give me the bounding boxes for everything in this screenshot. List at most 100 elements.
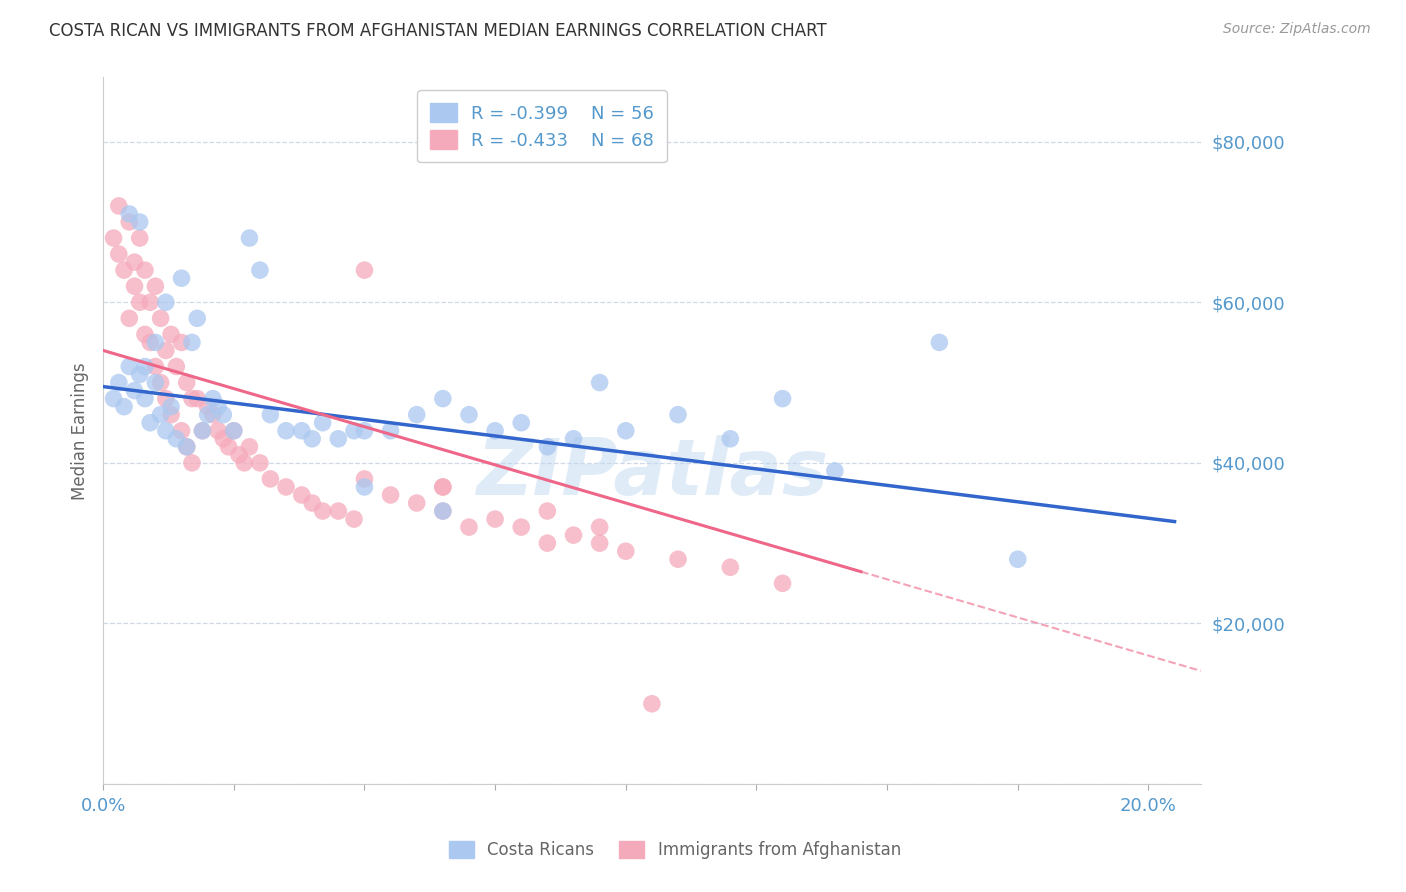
Point — [197, 408, 219, 422]
Point — [249, 456, 271, 470]
Point — [155, 424, 177, 438]
Point — [824, 464, 846, 478]
Point — [112, 400, 135, 414]
Point — [928, 335, 950, 350]
Point — [149, 311, 172, 326]
Point — [149, 376, 172, 390]
Point — [108, 247, 131, 261]
Point — [562, 528, 585, 542]
Point — [155, 343, 177, 358]
Point — [301, 496, 323, 510]
Point — [118, 311, 141, 326]
Point — [343, 424, 366, 438]
Point — [1007, 552, 1029, 566]
Point — [432, 504, 454, 518]
Point — [562, 432, 585, 446]
Point — [458, 520, 481, 534]
Point — [274, 480, 297, 494]
Point — [772, 576, 794, 591]
Point — [108, 376, 131, 390]
Point — [118, 359, 141, 374]
Point — [201, 392, 224, 406]
Point — [291, 488, 314, 502]
Point — [614, 544, 637, 558]
Point — [259, 472, 281, 486]
Point — [666, 408, 689, 422]
Point — [139, 416, 162, 430]
Point — [328, 504, 350, 518]
Point — [170, 424, 193, 438]
Point — [128, 215, 150, 229]
Point — [197, 400, 219, 414]
Point — [536, 440, 558, 454]
Point — [181, 392, 204, 406]
Point — [353, 424, 375, 438]
Point — [432, 480, 454, 494]
Point — [139, 295, 162, 310]
Point — [128, 368, 150, 382]
Point — [134, 327, 156, 342]
Point — [112, 263, 135, 277]
Point — [176, 440, 198, 454]
Point — [124, 279, 146, 293]
Point — [432, 504, 454, 518]
Point — [186, 392, 208, 406]
Point — [380, 488, 402, 502]
Point — [666, 552, 689, 566]
Point — [432, 480, 454, 494]
Point — [343, 512, 366, 526]
Point — [353, 480, 375, 494]
Point — [380, 424, 402, 438]
Point — [536, 504, 558, 518]
Point — [588, 520, 610, 534]
Point — [510, 416, 533, 430]
Point — [128, 295, 150, 310]
Point — [134, 392, 156, 406]
Point — [118, 215, 141, 229]
Point — [238, 440, 260, 454]
Point — [139, 335, 162, 350]
Point — [311, 416, 333, 430]
Point — [588, 536, 610, 550]
Point — [145, 279, 167, 293]
Point — [588, 376, 610, 390]
Point — [458, 408, 481, 422]
Point — [145, 359, 167, 374]
Point — [155, 392, 177, 406]
Point — [641, 697, 664, 711]
Point — [249, 263, 271, 277]
Point — [301, 432, 323, 446]
Point — [222, 424, 245, 438]
Point — [218, 440, 240, 454]
Point — [353, 472, 375, 486]
Point — [536, 536, 558, 550]
Point — [222, 424, 245, 438]
Point — [212, 408, 235, 422]
Point — [155, 295, 177, 310]
Point — [201, 408, 224, 422]
Y-axis label: Median Earnings: Median Earnings — [72, 362, 89, 500]
Point — [160, 400, 183, 414]
Point — [145, 335, 167, 350]
Point — [259, 408, 281, 422]
Point — [170, 335, 193, 350]
Point — [124, 384, 146, 398]
Point — [233, 456, 256, 470]
Point — [134, 359, 156, 374]
Point — [124, 255, 146, 269]
Point — [405, 408, 427, 422]
Point — [165, 432, 187, 446]
Point — [149, 408, 172, 422]
Point — [432, 392, 454, 406]
Point — [134, 263, 156, 277]
Point — [718, 432, 741, 446]
Point — [291, 424, 314, 438]
Point — [191, 424, 214, 438]
Point — [484, 512, 506, 526]
Point — [228, 448, 250, 462]
Point — [510, 520, 533, 534]
Point — [212, 432, 235, 446]
Point — [160, 327, 183, 342]
Point — [772, 392, 794, 406]
Point — [160, 408, 183, 422]
